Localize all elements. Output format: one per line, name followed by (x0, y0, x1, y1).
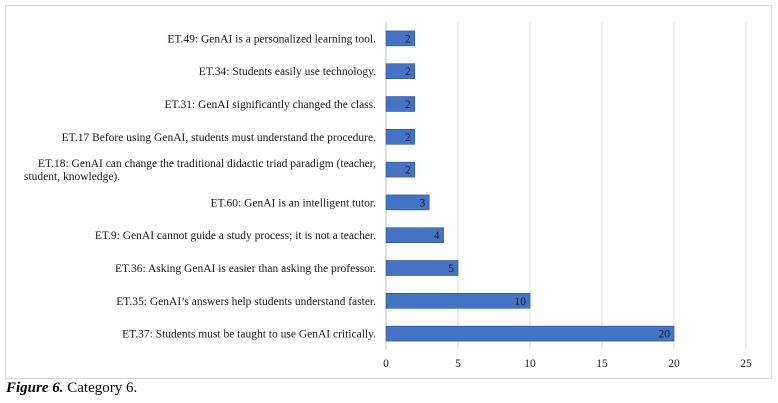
data-label: 3 (419, 197, 425, 209)
category-label: ET.60: GenAI is an intelligent tutor. (210, 197, 376, 209)
category-label: ET.37: Students must be taught to use Ge… (122, 329, 376, 341)
data-label: 2 (405, 165, 411, 177)
x-tick-label: 15 (596, 358, 608, 370)
category-label: ET.31: GenAI significantly changed the c… (164, 99, 376, 111)
x-tick-label: 0 (383, 358, 389, 370)
data-label: 20 (659, 329, 671, 341)
category-label: ET.49: GenAI is a personalized learning … (167, 33, 376, 45)
bar (385, 30, 416, 47)
category-label: ET.9: GenAI cannot guide a study process… (95, 230, 376, 242)
figure-caption-text: Category 6. (63, 380, 138, 396)
x-tick-label: 20 (668, 358, 680, 370)
category-label: ET.18: GenAI can change the traditional … (38, 158, 376, 170)
bar (385, 194, 430, 211)
bar (385, 129, 416, 145)
x-tick-label: 25 (740, 358, 752, 370)
bar (385, 227, 444, 243)
bar (385, 96, 416, 112)
data-label: 2 (405, 66, 411, 78)
figure-caption: Figure 6. Category 6. (6, 380, 137, 397)
bar (385, 325, 675, 342)
bar (385, 161, 416, 178)
figure-label: Figure 6. (6, 380, 64, 396)
data-label: 2 (405, 33, 411, 45)
data-label: 4 (434, 230, 440, 242)
category-label: ET.34: Students easily use technology. (199, 66, 376, 78)
category-label: student, knowledge). (24, 171, 120, 183)
category-label: ET.35: GenAI’s answers help students und… (116, 296, 376, 308)
category-label: ET.36: Asking GenAI is easier than askin… (115, 263, 376, 275)
x-tick-label: 10 (524, 358, 536, 370)
bar (385, 292, 531, 309)
bar (385, 260, 459, 276)
data-label: 10 (515, 296, 527, 308)
x-tick-label: 5 (455, 358, 461, 370)
bar (385, 63, 416, 80)
data-label: 2 (405, 132, 411, 144)
data-label: 2 (405, 99, 411, 111)
category-label: ET.17 Before using GenAI, students must … (62, 132, 376, 144)
data-label: 5 (448, 263, 454, 275)
